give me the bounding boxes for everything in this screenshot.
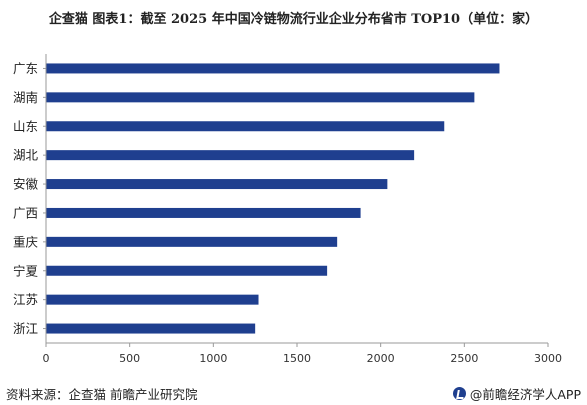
x-tick-label-0: 0 — [43, 352, 50, 365]
category-label-9: 浙江 — [13, 321, 38, 336]
bars-group — [46, 63, 500, 334]
bar-7 — [46, 265, 328, 276]
x-tick-label-6: 3000 — [534, 352, 562, 365]
bar-0 — [46, 63, 500, 74]
brand-footer: @前瞻经济学人APP — [452, 384, 581, 403]
bar-4 — [46, 179, 388, 190]
x-tick-label-1: 500 — [119, 352, 140, 365]
brand-label: @前瞻经济学人APP — [469, 387, 581, 402]
x-axis: 0 500 1000 1500 2000 2500 3000 — [43, 54, 562, 365]
brand-logo-icon — [452, 387, 466, 400]
x-tick-label-5: 2500 — [450, 352, 478, 365]
bar-6 — [46, 236, 338, 247]
category-label-8: 江苏 — [13, 292, 38, 307]
bar-8 — [46, 294, 259, 305]
chart-title: 企查猫 图表1：截至 2025 年中国冷链物流行业企业分布省市 TOP10（单位… — [48, 12, 539, 27]
x-tick-label-2: 1000 — [199, 352, 227, 365]
bar-1 — [46, 92, 475, 103]
category-label-3: 湖北 — [13, 148, 39, 163]
bar-2 — [46, 121, 445, 132]
category-label-0: 广东 — [13, 61, 38, 76]
category-label-5: 广西 — [13, 205, 38, 220]
bar-3 — [46, 150, 415, 161]
bar-5 — [46, 207, 361, 218]
source-note: 资料来源：企查猫 前瞻产业研究院 — [6, 387, 198, 402]
bar-9 — [46, 323, 256, 334]
category-label-7: 宁夏 — [13, 263, 39, 278]
category-label-2: 山东 — [13, 119, 38, 134]
category-label-1: 湖南 — [13, 90, 38, 105]
category-label-6: 重庆 — [13, 234, 39, 249]
category-label-4: 安徽 — [13, 177, 39, 192]
x-tick-label-3: 1500 — [283, 352, 311, 365]
x-tick-label-4: 2000 — [367, 352, 395, 365]
